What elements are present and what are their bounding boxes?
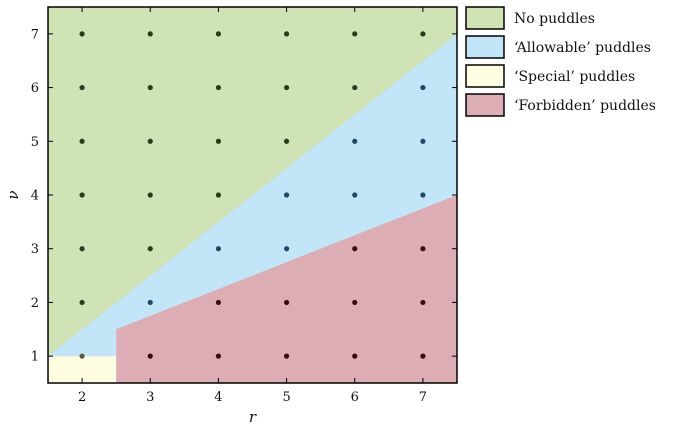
data-point [352,353,358,359]
data-point [352,299,358,306]
legend-label-forbidden: ‘Forbidden’ puddles [514,98,656,114]
data-point [283,84,290,91]
data-point [283,246,290,252]
y-axis: 1 2 3 4 5 6 7 [31,27,457,365]
legend: No puddles ‘Allowable’ puddles ‘Special’ p… [465,6,656,117]
data-point [420,246,426,252]
data-point [352,31,358,37]
data-point [215,353,222,359]
data-point [283,353,290,359]
x-tick-label: 2 [78,390,86,405]
data-point [147,31,153,37]
data-point [420,353,426,359]
data-point [283,31,290,37]
legend-swatch-allowable [465,35,505,59]
x-tick-label: 6 [351,390,359,405]
y-tick-label: 5 [31,135,39,150]
x-axis-label: r [249,408,257,426]
legend-label-none: No puddles [514,11,595,27]
data-point [215,31,222,37]
data-point [352,246,358,252]
data-point [215,299,222,306]
region-none [48,7,457,357]
data-point [420,31,426,37]
legend-swatch-forbidden [465,93,505,117]
data-point [147,299,153,306]
y-tick-label: 7 [31,27,39,42]
y-axis-label: ν [4,190,22,199]
y-tick-label: 3 [31,242,39,257]
data-point [79,138,85,144]
y-tick-label: 4 [31,189,39,204]
data-point [352,192,358,198]
data-point [147,84,153,91]
data-point [352,138,358,144]
data-point [215,246,222,252]
x-tick-label: 3 [146,390,154,405]
y-tick-label: 1 [31,350,39,365]
data-point [420,192,426,198]
x-tick-label: 5 [282,390,290,405]
x-axis: 2 3 4 5 6 7 [78,7,427,405]
data-point [79,246,85,252]
data-point [420,138,426,144]
data-point [147,138,153,144]
data-point [215,138,222,144]
data-point [79,31,85,37]
data-point [79,353,85,359]
legend-swatch-none [465,6,505,30]
region-fills [48,7,457,383]
data-point [215,84,222,91]
x-tick-label: 4 [214,390,222,405]
data-point [79,84,85,91]
x-tick-label: 7 [419,390,427,405]
data-point [79,299,85,306]
data-point [283,192,290,198]
data-point [215,192,222,198]
data-point [283,299,290,306]
data-point [147,246,153,252]
data-point [420,84,426,91]
data-point [352,84,358,91]
legend-label-special: ‘Special’ puddles [514,69,635,85]
legend-label-allowable: ‘Allowable’ puddles [514,40,651,56]
data-point [79,192,85,198]
data-point [147,353,153,359]
y-tick-label: 6 [31,81,39,96]
data-point [147,192,153,198]
data-points [79,31,426,359]
y-tick-label: 2 [31,296,39,311]
region-allowable-sliver [48,329,117,357]
data-point [420,299,426,306]
data-point [283,138,290,144]
legend-swatch-special [465,64,505,88]
